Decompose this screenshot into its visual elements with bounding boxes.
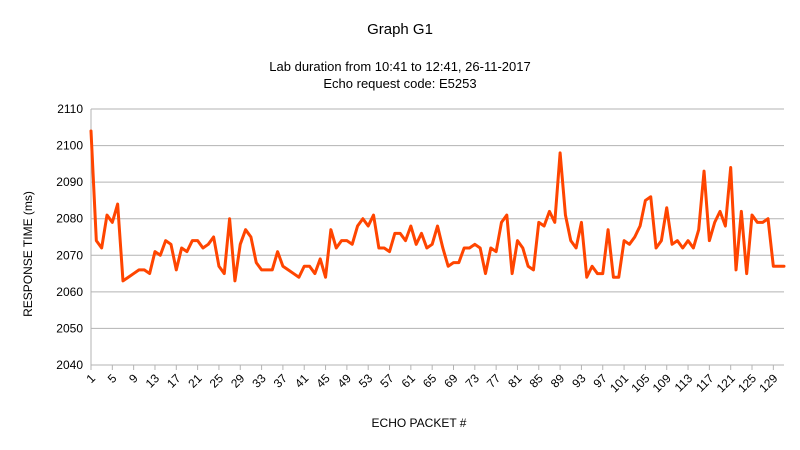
- x-tick-label: 45: [313, 371, 333, 391]
- x-tick-label: 121: [714, 371, 738, 395]
- x-tick-label: 105: [628, 371, 652, 395]
- x-tick-label: 21: [185, 371, 205, 391]
- x-tick-label: 41: [292, 371, 312, 391]
- x-tick-label: 113: [672, 371, 696, 395]
- x-tick-label: 37: [271, 371, 291, 391]
- chart-subtitle-line-2: Echo request code: E5253: [323, 76, 476, 91]
- x-tick-label: 69: [441, 371, 461, 391]
- x-tick-label: 117: [693, 371, 717, 395]
- x-tick-label: 33: [249, 371, 269, 391]
- x-tick-label: 17: [164, 371, 184, 391]
- x-tick-label: 5: [105, 371, 120, 386]
- x-tick-label: 53: [356, 371, 376, 391]
- x-tick-label: 125: [735, 371, 759, 395]
- x-tick-label: 9: [126, 371, 141, 386]
- x-tick-label: 1: [83, 371, 98, 386]
- y-tick-label: 2090: [56, 175, 83, 189]
- x-tick-label: 109: [650, 371, 674, 395]
- x-axis-label: ECHO PACKET #: [372, 416, 467, 430]
- x-tick-label: 129: [756, 371, 780, 395]
- x-tick-label: 49: [335, 371, 355, 391]
- y-tick-label: 2100: [56, 139, 83, 153]
- gridlines: [90, 108, 784, 366]
- x-tick-label: 13: [143, 371, 163, 391]
- x-tick-label: 29: [228, 371, 248, 391]
- x-tick-label: 97: [591, 371, 611, 391]
- y-tick-label: 2050: [56, 321, 83, 335]
- x-tick-label: 25: [207, 371, 227, 391]
- x-tick-label: 81: [505, 371, 525, 391]
- x-tick-label: 65: [420, 371, 440, 391]
- y-tick-label: 2080: [56, 212, 83, 226]
- y-axis-ticks: 2040 2050 2060 2070 2080 2090 2100 2110: [56, 102, 83, 372]
- y-axis-label: RESPONSE TIME (ms): [21, 191, 35, 317]
- y-tick-label: 2040: [56, 358, 83, 372]
- x-tick-label: 61: [399, 371, 419, 391]
- y-tick-label: 2070: [56, 248, 83, 262]
- x-tick-label: 77: [484, 371, 504, 391]
- x-tick-label: 89: [548, 371, 568, 391]
- series-line-response-time: [89, 129, 786, 283]
- chart-subtitle-line-1: Lab duration from 10:41 to 12:41, 26-11-…: [269, 59, 530, 74]
- x-tick-label: 57: [377, 371, 397, 391]
- x-tick-label: 73: [463, 371, 483, 391]
- y-tick-label: 2110: [57, 102, 83, 116]
- x-tick-label: 101: [607, 371, 631, 395]
- x-tick-label: 93: [569, 371, 589, 391]
- x-tick-label: 85: [527, 371, 547, 391]
- chart-title: Graph G1: [367, 21, 433, 38]
- x-axis-ticks: 1 5 9 13 17 21 25 29 33 37 41 45 49 53 57 61 65 69 73 77 81 8…: [83, 365, 781, 395]
- y-tick-label: 2060: [56, 285, 83, 299]
- series-layer: [89, 129, 786, 283]
